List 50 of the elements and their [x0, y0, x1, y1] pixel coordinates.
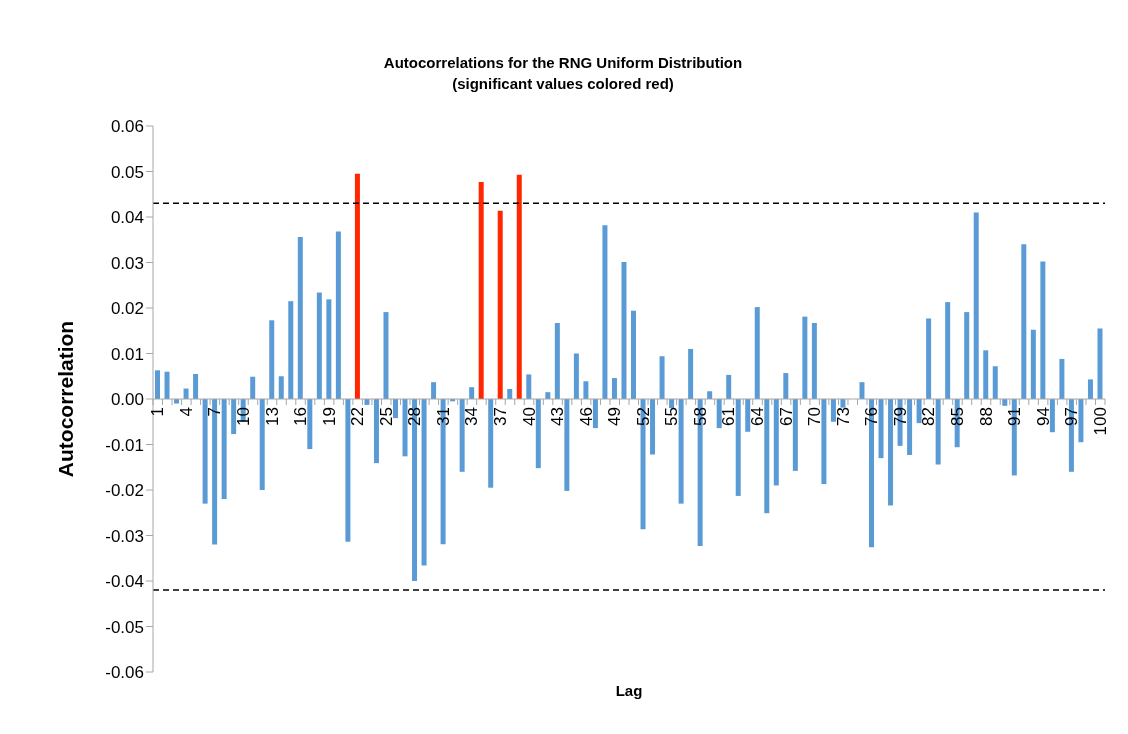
x-tick-label: 37: [490, 407, 510, 426]
x-tick-label: 34: [462, 407, 482, 426]
y-tick-label: -0.01: [105, 435, 144, 455]
x-tick-label: 94: [1033, 407, 1053, 426]
x-tick-label: 58: [690, 407, 710, 426]
x-tick-label: 25: [376, 407, 396, 426]
x-tick-label: 55: [662, 407, 682, 426]
x-axis-title: Lag: [614, 682, 644, 699]
y-tick-label: -0.04: [105, 572, 144, 592]
x-tick-label: 10: [233, 407, 253, 426]
x-tick-label: 70: [805, 407, 825, 426]
y-tick-label: 0.00: [110, 390, 144, 410]
y-tick-label: -0.03: [105, 526, 144, 546]
x-tick-label: 88: [976, 407, 996, 426]
x-tick-label: 52: [633, 407, 653, 426]
x-tick-label: 28: [405, 407, 425, 426]
x-tick-label: 85: [947, 407, 967, 426]
x-tick-label: 13: [262, 407, 282, 426]
y-tick-label: -0.02: [105, 481, 144, 501]
x-tick-label: 19: [319, 407, 339, 426]
x-tick-label: 4: [176, 407, 196, 417]
x-tick-label: 43: [548, 407, 568, 426]
y-axis-title: Autocorrelation: [53, 319, 78, 480]
x-tick-label: 82: [919, 407, 939, 426]
x-tick-label: 76: [862, 407, 882, 426]
x-tick-label: 61: [719, 407, 739, 426]
y-tick-label: 0.04: [110, 208, 144, 228]
x-tick-label: 100: [1090, 407, 1110, 436]
x-tick-label: 1: [148, 407, 168, 417]
x-tick-label: 40: [519, 407, 539, 426]
y-tick-label: -0.06: [105, 663, 144, 683]
chart-title: Autocorrelations for the RNG Uniform Distribution (significant values colored red): [382, 53, 744, 94]
x-tick-label: 31: [433, 407, 453, 426]
x-tick-label: 97: [1062, 407, 1082, 426]
y-tick-label: 0.06: [110, 117, 144, 137]
y-tick-label: -0.05: [105, 617, 144, 637]
x-tick-label: 73: [833, 407, 853, 426]
x-tick-label: 7: [205, 407, 225, 417]
x-tick-label: 67: [776, 407, 796, 426]
y-tick-label: 0.01: [110, 344, 144, 364]
x-tick-label: 49: [605, 407, 625, 426]
x-tick-label: 22: [348, 407, 368, 426]
x-tick-label: 16: [291, 407, 311, 426]
y-tick-label: 0.05: [110, 162, 144, 182]
x-tick-label: 79: [890, 407, 910, 426]
x-tick-label: 64: [748, 407, 768, 426]
x-tick-label: 46: [576, 407, 596, 426]
x-tick-label: 91: [1005, 407, 1025, 426]
y-tick-label: 0.02: [110, 299, 144, 319]
y-tick-label: 0.03: [110, 253, 144, 273]
